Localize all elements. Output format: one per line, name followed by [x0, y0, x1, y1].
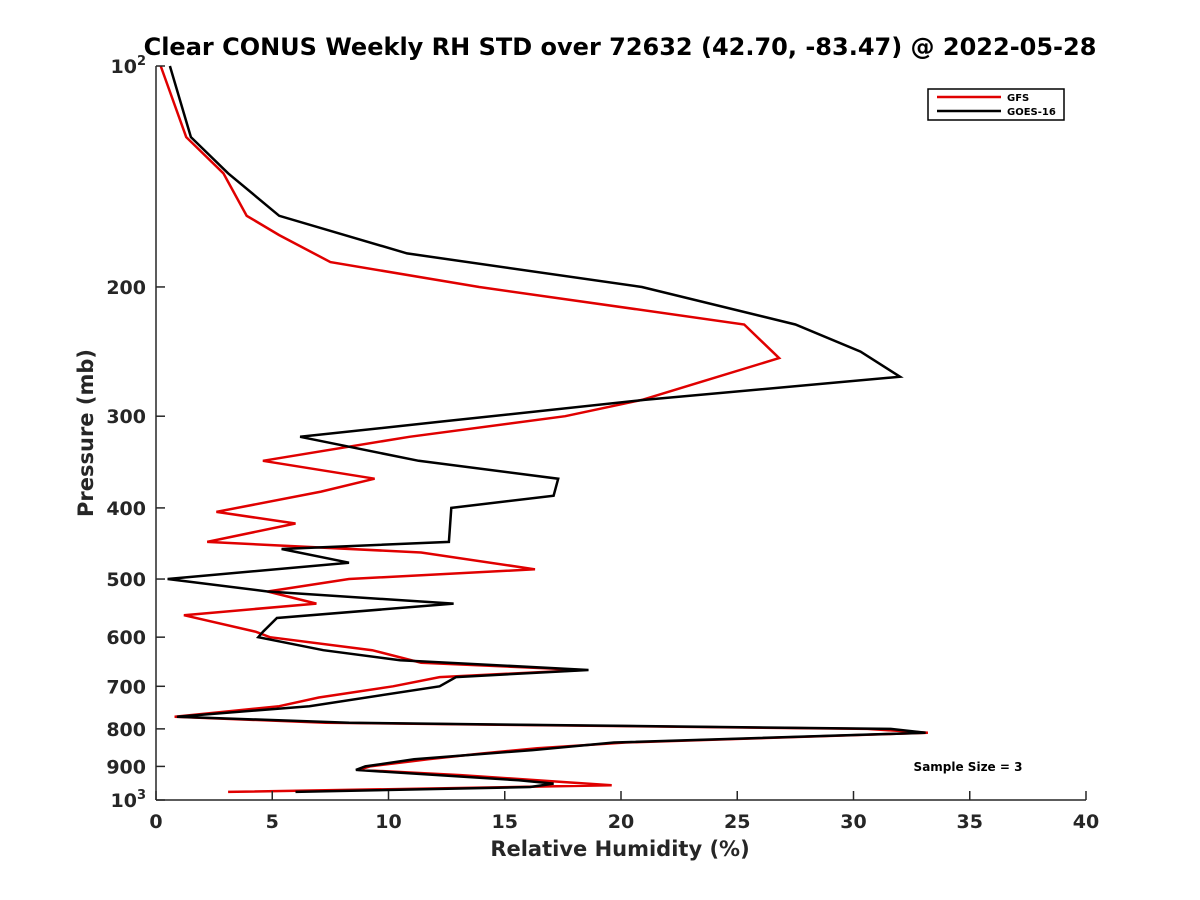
x-tick-label: 30 — [840, 811, 866, 833]
y-tick-label: 200 — [106, 277, 146, 299]
x-tick-label: 5 — [266, 811, 279, 833]
y-tick-label: 800 — [106, 719, 146, 741]
sample-size-annotation: Sample Size = 3 — [914, 760, 1023, 774]
x-tick-label: 0 — [149, 811, 162, 833]
y-tick-label: 500 — [106, 569, 146, 591]
y-tick-label: 400 — [106, 498, 146, 520]
y-axis-label: Pressure (mb) — [74, 349, 98, 517]
legend: GFS GOES-16 — [927, 88, 1065, 121]
x-axis-label: Relative Humidity (%) — [490, 837, 749, 861]
ticks-layer: 0 5 10 15 20 25 30 35 40 102 200 300 400 500 600 700 800… — [106, 54, 1099, 833]
x-tick-label: 10 — [375, 811, 401, 833]
x-tick-label: 35 — [957, 811, 983, 833]
y-tick-label: 900 — [106, 756, 146, 778]
y-tick-label: 102 — [111, 54, 147, 78]
legend-box — [927, 88, 1065, 121]
legend-label-goes-16: GOES-16 — [1007, 107, 1056, 118]
series-layer — [159, 65, 928, 794]
x-tick-label: 40 — [1073, 811, 1099, 833]
chart-title: Clear CONUS Weekly RH STD over 72632 (42… — [144, 33, 1097, 61]
x-tick-label: 25 — [724, 811, 750, 833]
x-tick-label: 20 — [608, 811, 634, 833]
legend-label-gfs: GFS — [1007, 93, 1029, 104]
y-tick-label: 600 — [106, 627, 146, 649]
y-tick-label: 700 — [106, 676, 146, 698]
y-tick-label: 300 — [106, 406, 146, 428]
series-line-goes-16 — [167, 65, 926, 794]
y-tick-label: 103 — [111, 788, 147, 812]
x-tick-label: 15 — [492, 811, 518, 833]
